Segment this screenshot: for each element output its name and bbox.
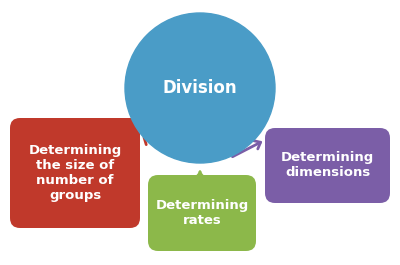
Circle shape <box>125 13 275 163</box>
Text: Division: Division <box>163 79 237 97</box>
Text: Determining
rates: Determining rates <box>155 199 249 227</box>
Text: Determining
the size of
number of
groups: Determining the size of number of groups <box>28 144 122 202</box>
FancyBboxPatch shape <box>148 175 256 251</box>
Text: Determining
dimensions: Determining dimensions <box>281 152 374 179</box>
FancyBboxPatch shape <box>265 128 390 203</box>
FancyBboxPatch shape <box>10 118 140 228</box>
